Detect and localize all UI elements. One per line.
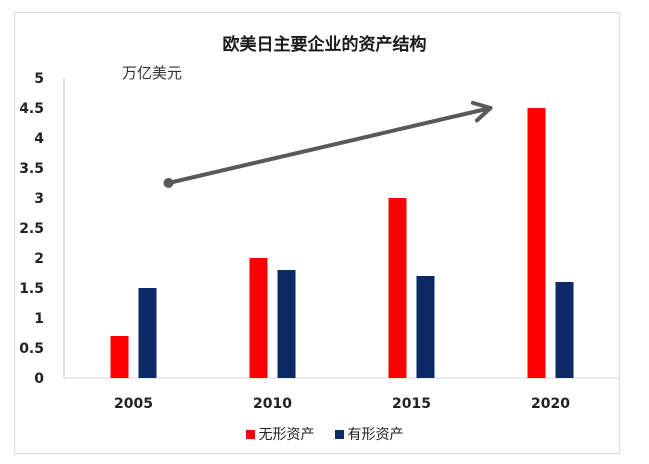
trend-arrow-line <box>166 106 493 185</box>
bar-intangible-2015 <box>388 198 407 378</box>
bar-tangible-2015 <box>416 276 435 378</box>
bar-intangible-2005 <box>110 336 129 378</box>
y-tick-label: 0 <box>34 371 44 387</box>
y-tick-label: 1 <box>34 311 44 327</box>
chart-frame <box>14 12 620 454</box>
bar-intangible-2020 <box>527 108 546 378</box>
bar-tangible-2020 <box>555 282 574 378</box>
legend-item-intangible: 无形资产 <box>245 424 315 444</box>
legend-swatch-tangible <box>334 429 344 439</box>
chart-title: 欧美日主要企业的资产结构 <box>222 35 427 55</box>
y-tick-label: 1.5 <box>19 281 44 297</box>
y-tick-label: 4 <box>34 131 44 147</box>
y-tick-label: 3 <box>34 191 44 207</box>
legend-item-tangible: 有形资产 <box>334 424 404 444</box>
y-tick-label: 3.5 <box>19 161 44 177</box>
legend-swatch-intangible <box>245 429 255 439</box>
y-axis-unit-label: 万亿美元 <box>122 64 183 82</box>
y-tick-label: 4.5 <box>19 101 44 117</box>
legend-label-tangible: 有形资产 <box>347 427 404 443</box>
x-tick-label: 2010 <box>253 396 292 412</box>
x-tick-label: 2015 <box>392 396 431 412</box>
chart-legend: 无形资产 有形资产 <box>0 424 649 444</box>
y-tick-label: 2 <box>34 251 44 267</box>
bar-tangible-2010 <box>277 270 296 378</box>
y-tick-label: 5 <box>34 71 44 87</box>
x-tick-label: 2020 <box>531 396 570 412</box>
bar-intangible-2010 <box>249 258 268 378</box>
x-tick-label: 2005 <box>114 396 153 412</box>
trend-arrow-head <box>470 100 493 123</box>
y-tick-label: 2.5 <box>19 221 44 237</box>
bar-tangible-2005 <box>138 288 157 378</box>
y-tick-label: 0.5 <box>19 341 44 357</box>
legend-label-intangible: 无形资产 <box>258 427 315 443</box>
